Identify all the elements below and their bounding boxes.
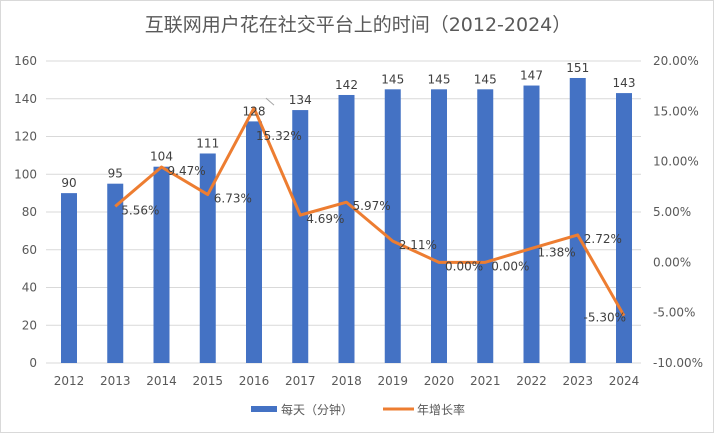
- bar-2012: [61, 193, 77, 363]
- y-right-tick-label: 15.00%: [653, 104, 699, 118]
- bar-2016: [246, 121, 262, 364]
- x-tick-label: 2014: [146, 374, 177, 388]
- bar-2024: [616, 93, 632, 364]
- x-tick-label: 2019: [377, 374, 408, 388]
- bar-value-label: 134: [289, 93, 312, 107]
- bar-value-label: 143: [613, 76, 636, 90]
- bar-2023: [569, 77, 586, 364]
- y-left-tick-label: 20: [22, 318, 37, 332]
- bar-value-label: 145: [474, 72, 497, 86]
- y-right-tick-label: 5.00%: [653, 205, 691, 219]
- chart-title: 互联网用户花在社交平台上的时间（2012-2024）: [145, 14, 572, 36]
- growth-rate-label: 0.00%: [491, 259, 529, 273]
- y-left-tick-label: 40: [22, 281, 37, 295]
- bar-value-label: 111: [196, 136, 219, 150]
- y-left-tick-label: 100: [14, 167, 37, 181]
- x-tick-label: 2020: [424, 374, 455, 388]
- growth-rate-label: 2.72%: [584, 232, 622, 246]
- x-tick-label: 2015: [192, 374, 223, 388]
- y-left-tick-label: 80: [22, 205, 37, 219]
- bar-2013: [107, 183, 124, 363]
- leader-line: [265, 97, 275, 106]
- growth-rate-label: 5.97%: [353, 199, 391, 213]
- bar-2022: [523, 85, 540, 363]
- x-tick-label: 2013: [100, 374, 131, 388]
- bar-value-label: 104: [150, 150, 173, 164]
- y-right-tick-label: 20.00%: [653, 54, 699, 68]
- y-left-tick-label: 140: [14, 92, 37, 106]
- y-right-tick-label: 10.00%: [653, 155, 699, 169]
- growth-rate-label: 0.00%: [445, 259, 483, 273]
- x-tick-label: 2023: [562, 374, 593, 388]
- growth-rate-label: -5.30%: [584, 311, 626, 325]
- y-right-tick-label: 0.00%: [653, 255, 691, 269]
- y-right-tick-label: -10.00%: [653, 356, 703, 370]
- growth-rate-label: 6.73%: [214, 192, 252, 206]
- x-tick-label: 2021: [470, 374, 501, 388]
- x-tick-label: 2018: [331, 374, 362, 388]
- y-left-tick-label: 0: [29, 356, 37, 370]
- bar-value-label: 128: [243, 104, 266, 118]
- legend: 每天（分钟） 年增长率: [251, 402, 465, 417]
- legend-line-label: 年增长率: [417, 402, 465, 417]
- x-tick-label: 2024: [609, 374, 640, 388]
- growth-rate-label: 2.11%: [399, 238, 437, 252]
- x-tick-label: 2012: [54, 374, 85, 388]
- bar-value-label: 90: [61, 176, 76, 190]
- bar-2019: [384, 89, 401, 363]
- growth-rate-label: 1.38%: [538, 245, 576, 259]
- bar-2018: [338, 94, 355, 363]
- growth-rate-label: 15.32%: [256, 129, 302, 143]
- bar-2021: [477, 89, 494, 363]
- growth-rate-label: 9.47%: [168, 164, 206, 178]
- bar-value-label: 95: [108, 167, 123, 181]
- y-right-tick-label: -5.00%: [653, 306, 695, 320]
- bar-2014: [153, 166, 170, 363]
- legend-bar-swatch: [251, 406, 277, 412]
- y-left-tick-label: 60: [22, 243, 37, 257]
- growth-rate-label: 4.69%: [306, 212, 344, 226]
- growth-rate-label: 5.56%: [121, 203, 159, 217]
- x-tick-label: 2017: [285, 374, 316, 388]
- x-tick-label: 2022: [516, 374, 547, 388]
- legend-bar-label: 每天（分钟）: [281, 402, 353, 417]
- bar-value-label: 145: [428, 72, 451, 86]
- bar-value-label: 142: [335, 78, 358, 92]
- growth-rate-line: [114, 106, 626, 317]
- x-tick-label: 2016: [239, 374, 270, 388]
- bar-2015: [199, 153, 216, 363]
- y-left-tick-label: 120: [14, 130, 37, 144]
- bar-value-label: 147: [520, 69, 543, 83]
- y-left-tick-label: 160: [14, 54, 37, 68]
- bar-value-label: 145: [381, 72, 404, 86]
- bar-2020: [431, 89, 447, 363]
- bar-2017: [292, 110, 309, 363]
- bar-value-label: 151: [566, 61, 589, 75]
